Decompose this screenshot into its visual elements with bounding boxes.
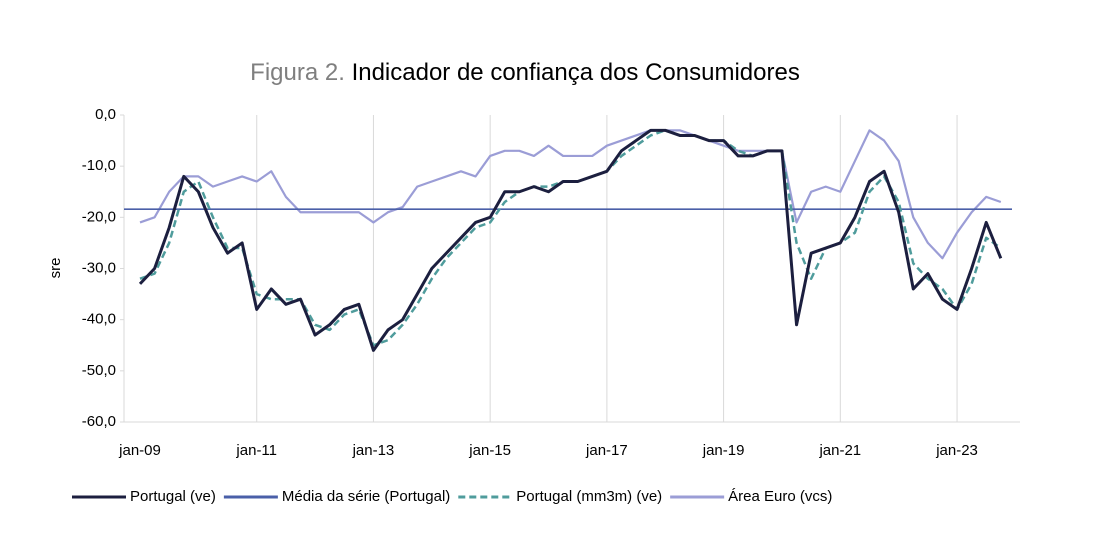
x-tick-label: jan-23 bbox=[935, 442, 978, 459]
x-tick-label: jan-11 bbox=[235, 442, 277, 459]
x-tick-label: jan-13 bbox=[352, 442, 395, 459]
legend-label: Área Euro (vcs) bbox=[728, 488, 832, 505]
chart-title: Figura 2. Indicador de confiança dos Con… bbox=[250, 59, 800, 86]
x-tick-label: jan-09 bbox=[118, 442, 161, 459]
series-line bbox=[138, 128, 1003, 352]
x-tick-label: jan-17 bbox=[585, 442, 628, 459]
x-tick-label: jan-15 bbox=[468, 442, 511, 459]
y-tick-label: 0,0 bbox=[95, 106, 116, 123]
title-text: Indicador de confiança dos Consumidores bbox=[352, 59, 800, 86]
y-tick-label: -40,0 bbox=[82, 311, 116, 328]
y-tick-label: -30,0 bbox=[82, 259, 116, 276]
y-tick-label: -10,0 bbox=[82, 157, 116, 174]
y-tick-label: -50,0 bbox=[82, 362, 116, 379]
legend-label: Portugal (mm3m) (ve) bbox=[516, 488, 662, 505]
y-tick-label: -60,0 bbox=[82, 413, 116, 430]
legend-label: Média da série (Portugal) bbox=[282, 488, 450, 505]
title-prefix: Figura 2. bbox=[250, 59, 345, 86]
legend-label: Portugal (ve) bbox=[130, 488, 216, 505]
x-tick-label: jan-19 bbox=[702, 442, 745, 459]
x-tick-label: jan-21 bbox=[818, 442, 861, 459]
y-axis-label: sre bbox=[47, 258, 64, 279]
series-line bbox=[139, 129, 1002, 347]
series-line bbox=[139, 129, 1002, 260]
y-tick-label: -20,0 bbox=[82, 208, 116, 225]
